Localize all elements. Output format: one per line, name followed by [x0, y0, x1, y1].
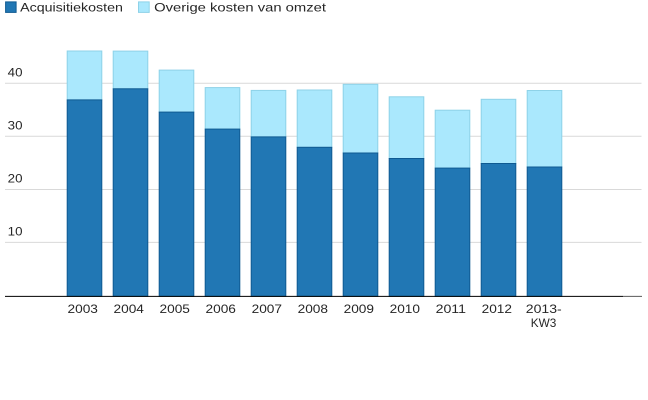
svg-text:2009: 2009 [344, 302, 375, 316]
svg-text:30: 30 [8, 119, 23, 133]
svg-text:40: 40 [8, 66, 23, 80]
svg-text:2012: 2012 [482, 302, 513, 316]
svg-text:2010: 2010 [390, 302, 421, 316]
svg-text:Overige kosten van omzet: Overige kosten van omzet [154, 1, 327, 15]
svg-text:2005: 2005 [160, 302, 191, 316]
svg-text:2013-: 2013- [526, 302, 562, 316]
svg-text:KW3: KW3 [531, 316, 557, 330]
svg-text:2008: 2008 [298, 302, 329, 316]
svg-text:2011: 2011 [436, 302, 467, 316]
svg-text:2004: 2004 [114, 302, 145, 316]
svg-text:10: 10 [8, 225, 23, 239]
svg-text:Acquisitiekosten: Acquisitiekosten [20, 1, 123, 15]
svg-text:2003: 2003 [68, 302, 99, 316]
svg-text:2006: 2006 [206, 302, 237, 316]
svg-text:20: 20 [8, 172, 23, 186]
svg-text:2007: 2007 [252, 302, 283, 316]
